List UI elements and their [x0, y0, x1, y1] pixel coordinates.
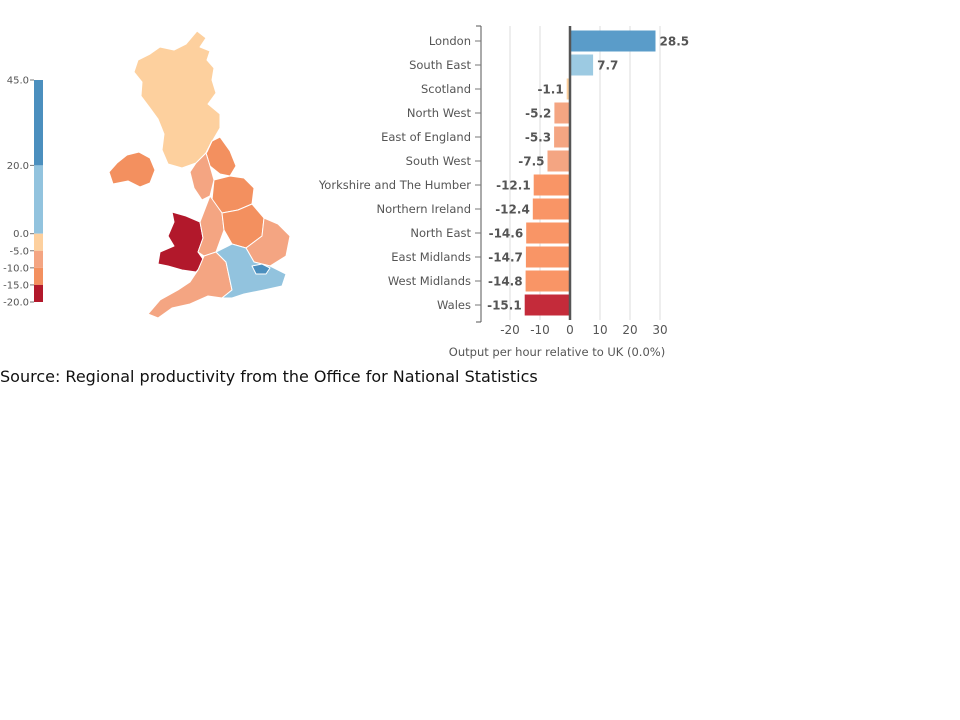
legend-tick-label: -15.0 — [3, 280, 29, 291]
legend-tick-label: -10.0 — [3, 263, 29, 274]
map-colour-legend: 45.0 20.0 0.0 -5.0 -10.0 -15.0 -20.0 — [3, 76, 43, 309]
x-tick-label: 10 — [592, 323, 607, 337]
bar[interactable] — [554, 102, 570, 124]
value-label: -15.1 — [487, 299, 522, 313]
category-label: Scotland — [421, 82, 471, 96]
map-region-london[interactable] — [251, 263, 271, 275]
bars — [524, 26, 656, 320]
map-region-wales[interactable] — [157, 211, 206, 273]
value-label: -7.5 — [518, 155, 544, 169]
legend-tick-label: 45.0 — [7, 76, 29, 87]
category-label: London — [429, 34, 471, 48]
legend-swatch-0 — [34, 80, 43, 166]
bar[interactable] — [525, 246, 570, 268]
category-label: Yorkshire and The Humber — [318, 178, 471, 192]
category-label: East Midlands — [391, 250, 471, 264]
category-axis: London South East Scotland North West East o… — [318, 25, 482, 323]
category-label: North East — [410, 226, 471, 240]
legend-swatch-5 — [34, 284, 43, 302]
bar-chart: London South East Scotland North West East o… — [318, 25, 689, 359]
bar[interactable] — [524, 294, 570, 316]
x-tick-label: -20 — [500, 323, 520, 337]
category-label: Northern Ireland — [377, 202, 471, 216]
bar[interactable] — [533, 174, 570, 196]
map-region-scotland[interactable] — [133, 30, 221, 169]
value-label: -14.7 — [488, 251, 523, 265]
legend-swatch-4 — [34, 267, 43, 285]
value-label: -12.1 — [496, 179, 531, 193]
legend-tick-label: -20.0 — [3, 298, 29, 309]
legend-swatch-3 — [34, 250, 43, 268]
bar[interactable] — [526, 222, 570, 244]
bar[interactable] — [532, 198, 570, 220]
x-axis-title: Output per hour relative to UK (0.0%) — [449, 345, 665, 359]
category-label: East of England — [381, 130, 471, 144]
category-label: Wales — [437, 298, 471, 312]
x-tick-label: 30 — [652, 323, 667, 337]
value-label: -14.6 — [489, 227, 524, 241]
legend-tick-label: 20.0 — [7, 161, 29, 172]
legend-tick-label: 0.0 — [13, 229, 29, 240]
x-tick-label: -10 — [530, 323, 550, 337]
value-label: 7.7 — [597, 59, 618, 73]
legend-swatch-2 — [34, 233, 43, 251]
value-labels: 28.5 7.7 -1.1 -5.2 -5.3 -7.5 -12.1 -12.4 -14.6 -1… — [487, 35, 689, 313]
bar[interactable] — [566, 78, 570, 100]
legend-swatch-1 — [34, 165, 43, 234]
bar[interactable] — [547, 150, 571, 172]
map-region-south-east[interactable] — [215, 243, 287, 299]
bar[interactable] — [570, 30, 656, 52]
regional-productivity-figure: 45.0 20.0 0.0 -5.0 -10.0 -15.0 -20.0 London Sou… — [3, 25, 689, 359]
legend-tick-label: -5.0 — [9, 246, 29, 257]
value-label: -5.3 — [525, 131, 551, 145]
category-label: North West — [407, 106, 472, 120]
value-label: -12.4 — [495, 203, 530, 217]
category-label: South East — [409, 58, 471, 72]
x-axis: -20 -10 0 10 20 30 — [500, 323, 667, 337]
source-note: Source: Regional productivity from the O… — [0, 367, 538, 386]
value-label: -5.2 — [525, 107, 551, 121]
uk-regions-map — [108, 30, 291, 319]
value-label: 28.5 — [660, 35, 690, 49]
bar[interactable] — [525, 270, 570, 292]
value-label: -1.1 — [537, 83, 563, 97]
bar[interactable] — [570, 54, 594, 76]
category-label: West Midlands — [388, 274, 471, 288]
x-tick-label: 0 — [566, 323, 574, 337]
bar[interactable] — [554, 126, 570, 148]
value-label: -14.8 — [488, 275, 523, 289]
x-tick-label: 20 — [622, 323, 637, 337]
category-label: South West — [406, 154, 472, 168]
map-region-northern-ireland[interactable] — [108, 151, 156, 188]
